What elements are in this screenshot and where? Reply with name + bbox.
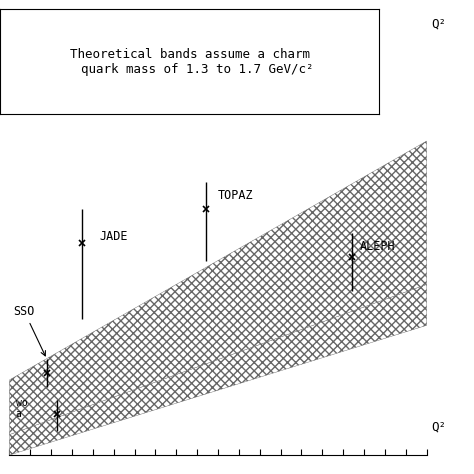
Text: SSO: SSO (14, 305, 46, 356)
Text: ALEPH: ALEPH (360, 240, 395, 253)
Text: Theoretical bands assume a charm
  quark mass of 1.3 to 1.7 GeV/c²: Theoretical bands assume a charm quark m… (66, 47, 313, 76)
Text: Q²: Q² (431, 420, 447, 433)
Text: TOPAZ: TOPAZ (218, 189, 254, 202)
Text: Q²: Q² (431, 17, 447, 30)
Text: JADE: JADE (99, 230, 128, 243)
Text: wo
a: wo a (16, 398, 27, 419)
